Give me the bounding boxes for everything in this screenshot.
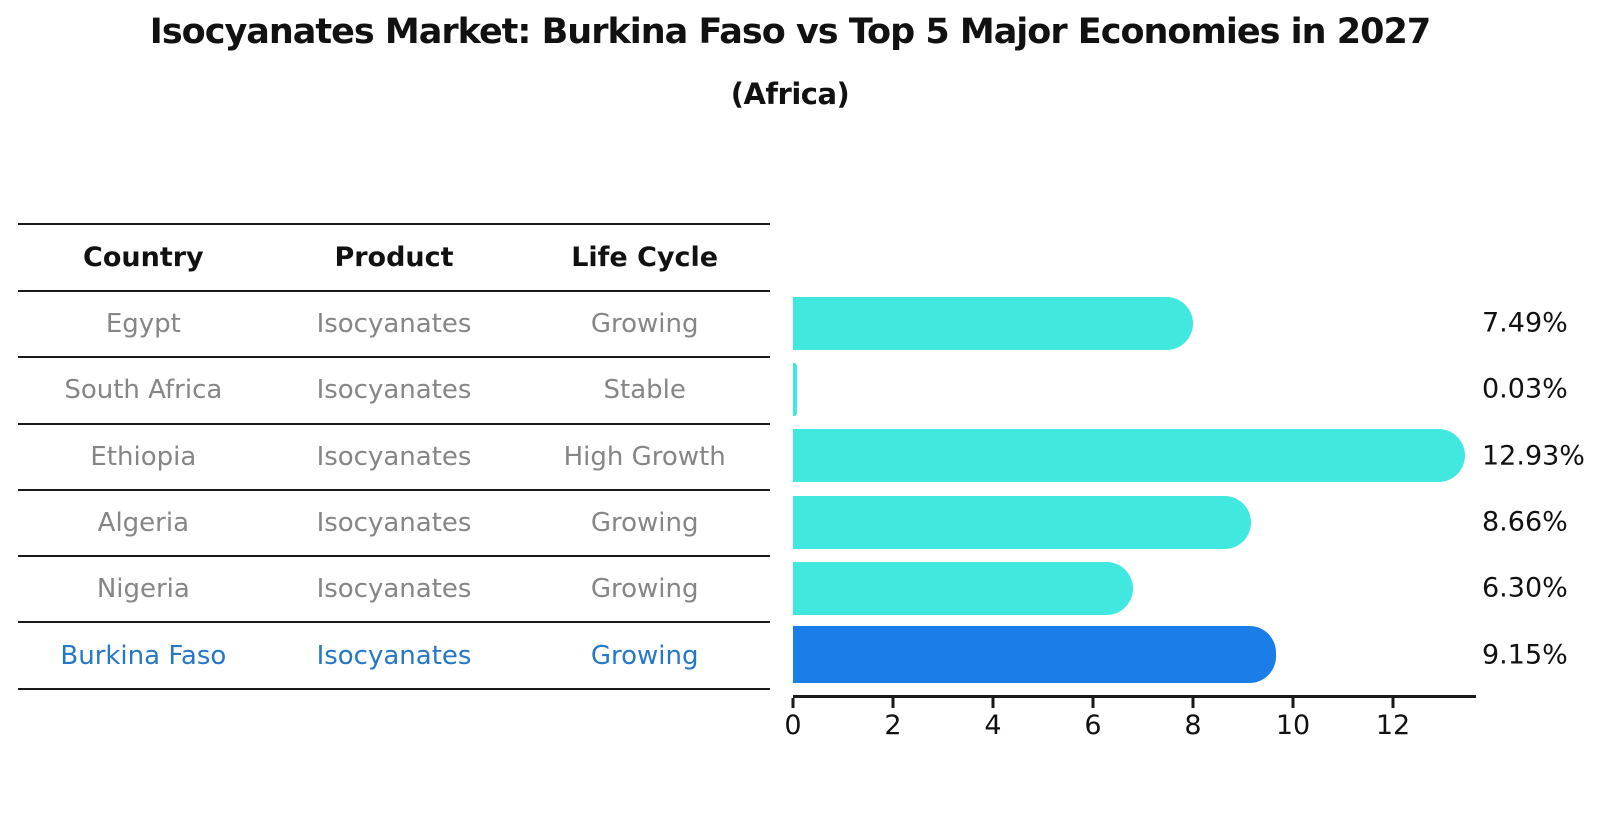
x-tick-label: 0 bbox=[784, 710, 802, 741]
value-label: 6.30% bbox=[1482, 572, 1568, 604]
table-header-row: Country Product Life Cycle bbox=[18, 223, 770, 290]
value-label: 12.93% bbox=[1482, 440, 1585, 472]
x-tick-label: 12 bbox=[1375, 710, 1411, 741]
x-tick-label: 8 bbox=[1184, 710, 1202, 741]
bar-burkina-faso bbox=[793, 626, 1276, 684]
table-row: South Africa Isocyanates Stable bbox=[18, 356, 770, 422]
column-header-country: Country bbox=[83, 242, 204, 273]
x-tick-mark bbox=[891, 698, 895, 708]
product-cell: Isocyanates bbox=[316, 375, 472, 406]
product-cell: Isocyanates bbox=[316, 309, 472, 340]
life-cycle-cell: High Growth bbox=[563, 441, 726, 472]
x-axis-spine bbox=[793, 695, 1476, 698]
product-cell: Isocyanates bbox=[316, 508, 472, 539]
x-tick-label: 2 bbox=[884, 710, 902, 741]
product-cell: Isocyanates bbox=[316, 441, 472, 472]
life-cycle-cell: Stable bbox=[603, 375, 686, 406]
life-cycle-cell: Growing bbox=[590, 574, 699, 605]
life-cycle-cell: Growing bbox=[590, 309, 699, 340]
product-cell: Isocyanates bbox=[316, 574, 472, 605]
bar-nigeria bbox=[793, 561, 1133, 615]
x-tick-mark bbox=[1091, 698, 1095, 708]
value-label: 7.49% bbox=[1482, 307, 1568, 339]
country-cell: Nigeria bbox=[96, 574, 190, 605]
life-cycle-cell: Growing bbox=[590, 640, 699, 671]
chart-title: Isocyanates Market: Burkina Faso vs Top … bbox=[149, 12, 1431, 52]
x-tick-label: 10 bbox=[1275, 710, 1311, 741]
country-cell: Algeria bbox=[97, 508, 190, 539]
x-tick-mark bbox=[1291, 698, 1295, 708]
bar-ethiopia bbox=[793, 429, 1465, 483]
x-tick-label: 4 bbox=[984, 710, 1002, 741]
column-header-life-cycle: Life Cycle bbox=[571, 242, 719, 273]
x-tick-mark bbox=[1191, 698, 1195, 708]
product-cell: Isocyanates bbox=[316, 640, 472, 671]
x-tick-mark bbox=[791, 698, 795, 708]
chart-subtitle: (Africa) bbox=[730, 77, 850, 111]
bar-south-africa bbox=[793, 362, 797, 416]
table-row-highlighted: Burkina Faso Isocyanates Growing bbox=[18, 621, 770, 687]
value-label: 0.03% bbox=[1482, 373, 1568, 405]
value-label: 8.66% bbox=[1482, 506, 1568, 538]
value-label: 9.15% bbox=[1482, 639, 1568, 671]
table-row: Algeria Isocyanates Growing bbox=[18, 488, 770, 555]
country-cell: Egypt bbox=[105, 309, 181, 340]
country-table: Country Product Life Cycle Egypt Isocyan… bbox=[18, 223, 770, 690]
x-tick-mark bbox=[991, 698, 995, 708]
bar-algeria bbox=[793, 495, 1251, 549]
table-row: Nigeria Isocyanates Growing bbox=[18, 555, 770, 621]
column-header-product: Product bbox=[334, 242, 454, 273]
life-cycle-cell: Growing bbox=[590, 508, 699, 539]
country-cell: South Africa bbox=[64, 375, 223, 406]
x-tick-mark bbox=[1391, 698, 1395, 708]
x-tick-label: 6 bbox=[1084, 710, 1102, 741]
country-cell: Ethiopia bbox=[90, 441, 197, 472]
table-row: Ethiopia Isocyanates High Growth bbox=[18, 422, 770, 489]
table-row: Egypt Isocyanates Growing bbox=[18, 290, 770, 356]
bar-egypt bbox=[793, 296, 1193, 350]
country-cell: Burkina Faso bbox=[60, 640, 227, 671]
